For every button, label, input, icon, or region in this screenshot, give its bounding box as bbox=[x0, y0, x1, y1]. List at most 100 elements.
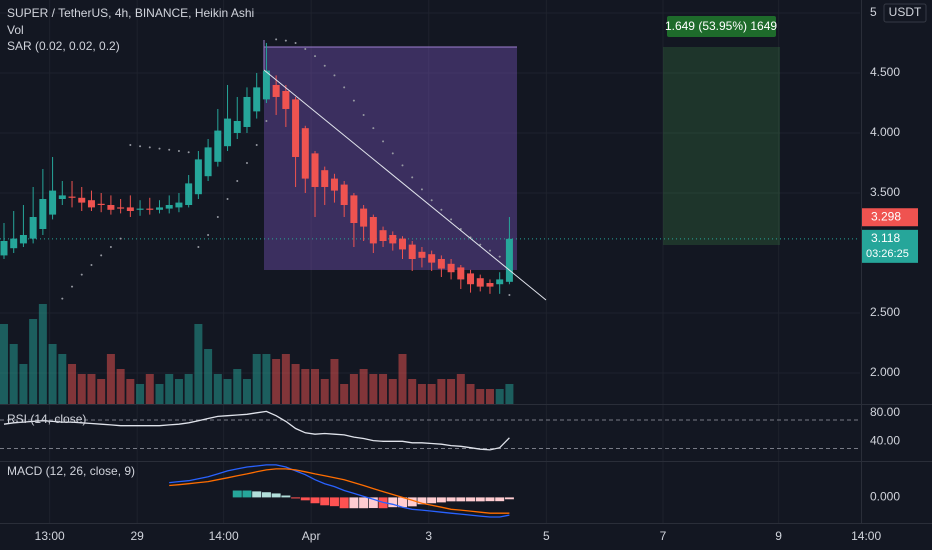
macd-histogram-bar bbox=[271, 493, 281, 498]
candle-body bbox=[486, 283, 494, 287]
volume-bar bbox=[184, 374, 193, 404]
grid bbox=[0, 0, 860, 523]
sar-dot bbox=[61, 297, 64, 300]
volume-bar bbox=[77, 374, 86, 404]
volume-bar bbox=[262, 354, 271, 404]
volume-bar bbox=[68, 364, 77, 404]
sar-dot bbox=[197, 246, 200, 249]
sar-dot bbox=[90, 264, 93, 267]
sar-dot bbox=[207, 234, 210, 237]
sar-dot bbox=[430, 199, 433, 202]
candle-body bbox=[58, 195, 66, 199]
volume-bar bbox=[408, 379, 417, 404]
sar-dot bbox=[479, 243, 482, 246]
candle-body bbox=[136, 208, 144, 210]
sar-dot bbox=[343, 86, 346, 89]
sar-dot bbox=[158, 147, 161, 150]
candle-body bbox=[10, 238, 18, 249]
sar-dot bbox=[187, 151, 190, 154]
x-tick-label: 29 bbox=[130, 529, 144, 543]
volume-bar bbox=[233, 369, 242, 404]
candle-body bbox=[146, 208, 154, 210]
macd-histogram-bar bbox=[436, 497, 446, 503]
candle-body bbox=[330, 178, 338, 191]
currency-box bbox=[883, 3, 927, 23]
x-tick-label: 9 bbox=[775, 529, 782, 543]
candle-body bbox=[29, 217, 37, 239]
candle-body bbox=[292, 99, 300, 157]
candle-body bbox=[505, 238, 513, 282]
sar-dot bbox=[80, 273, 83, 276]
sar-dot bbox=[294, 41, 297, 44]
y-tick-label: 4.000 bbox=[870, 125, 900, 139]
rsi-title: RSI (14, close) bbox=[7, 412, 86, 426]
candle-body bbox=[340, 184, 348, 206]
y-tick-label: 2.000 bbox=[870, 365, 900, 379]
x-tick-label: Apr bbox=[302, 529, 321, 543]
candle-body bbox=[398, 238, 406, 250]
volume-bar bbox=[417, 384, 426, 404]
volume-bar bbox=[456, 374, 465, 404]
candle-body bbox=[97, 203, 105, 206]
candle-body bbox=[49, 190, 57, 215]
macd-histogram-bar bbox=[407, 497, 417, 507]
trend-line bbox=[263, 69, 547, 301]
volume-bar bbox=[126, 379, 135, 404]
sar-dot bbox=[401, 164, 404, 167]
sar-dot bbox=[420, 188, 423, 191]
macd-histogram-bar bbox=[261, 492, 271, 498]
y-tick-label: 5 bbox=[870, 5, 877, 19]
sar-dot bbox=[362, 113, 365, 116]
macd-histogram-bar bbox=[310, 497, 320, 504]
x-tick-label: 13:00 bbox=[35, 529, 65, 543]
volume-bar bbox=[320, 379, 329, 404]
high-price-box bbox=[862, 208, 918, 227]
sar-dot bbox=[71, 285, 74, 288]
sar-dot bbox=[284, 39, 287, 42]
macd-histogram-bar bbox=[359, 497, 369, 509]
volume-bar bbox=[48, 344, 57, 404]
sar-dot bbox=[139, 145, 142, 148]
sar-dot bbox=[109, 246, 112, 249]
sar-dot bbox=[100, 254, 103, 257]
macd-title: MACD (12, 26, close, 9) bbox=[7, 464, 135, 478]
candle-body bbox=[272, 84, 280, 97]
sar-dot bbox=[177, 149, 180, 152]
sar-dot bbox=[508, 294, 511, 297]
macd-histogram-bar bbox=[397, 497, 407, 508]
sar-dot bbox=[226, 197, 229, 200]
position-label-box bbox=[667, 16, 776, 37]
candle-body bbox=[243, 96, 251, 127]
rsi-tick-label: 80.00 bbox=[870, 405, 900, 419]
candle-body bbox=[282, 90, 290, 109]
candle-body bbox=[457, 267, 465, 280]
sar-dot bbox=[333, 74, 336, 77]
candle-body bbox=[78, 197, 86, 203]
volume-bar bbox=[106, 354, 115, 404]
candle-body bbox=[117, 207, 125, 209]
candle-body bbox=[360, 208, 368, 227]
sar-dot bbox=[498, 255, 501, 258]
candle-body bbox=[185, 183, 193, 206]
candle-body bbox=[175, 202, 183, 208]
volume-bar bbox=[213, 374, 222, 404]
macd-histogram-bar bbox=[495, 497, 505, 502]
candle-body bbox=[39, 198, 47, 230]
last-price-box bbox=[862, 229, 918, 263]
volume-bar bbox=[252, 354, 261, 404]
candle-body bbox=[107, 205, 115, 210]
volume-bar bbox=[87, 374, 96, 404]
volume-bar bbox=[311, 369, 320, 404]
macd-histogram-bar bbox=[281, 495, 291, 498]
sar-dot bbox=[236, 179, 239, 182]
macd-histogram-bar bbox=[427, 497, 437, 504]
macd-histogram-bar bbox=[466, 497, 476, 502]
volume-bar bbox=[272, 359, 281, 404]
macd-tick-label: 0.000 bbox=[870, 490, 900, 504]
last-price-label: 3.118 bbox=[871, 231, 900, 245]
volume-bar bbox=[165, 374, 174, 404]
sar-dot bbox=[440, 208, 443, 211]
macd-line bbox=[169, 468, 510, 514]
